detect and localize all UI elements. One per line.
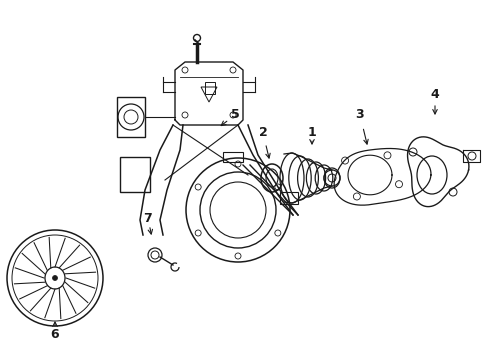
Text: 6: 6 [51,328,59,342]
Text: 1: 1 [307,126,316,139]
Bar [204,82,215,94]
Text: 5: 5 [230,108,239,122]
Text: 2: 2 [258,126,267,139]
Text: 3: 3 [355,108,364,122]
Text: 4: 4 [430,89,439,102]
Circle shape [52,275,58,280]
Text: 7: 7 [143,211,152,225]
